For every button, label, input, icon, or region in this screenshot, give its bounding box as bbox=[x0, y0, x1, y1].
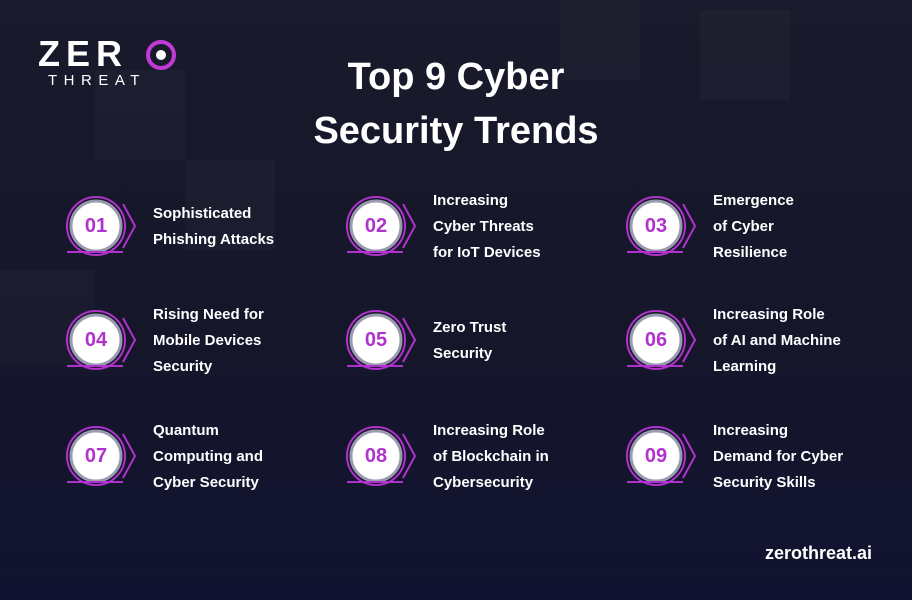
numbered-badge-icon: 08 bbox=[345, 424, 425, 488]
badge-chevron-icon bbox=[626, 310, 697, 370]
trend-label-line: of Blockchain in bbox=[433, 448, 549, 465]
trend-label-line: Security bbox=[153, 358, 213, 375]
numbered-badge-icon: 01 bbox=[65, 194, 145, 258]
trend-label: Increasing Role of Blockchain in Cybersecu… bbox=[433, 412, 613, 502]
trend-label-line: Emergence bbox=[713, 192, 794, 209]
trend-label-line: Security bbox=[433, 345, 493, 362]
trend-item: 03 Emergence of Cyber Resilience bbox=[625, 182, 895, 272]
numbered-badge-icon: 06 bbox=[625, 308, 705, 372]
trend-label-line: Demand for Cyber bbox=[713, 448, 844, 465]
badge-chevron-icon bbox=[346, 196, 417, 256]
trend-label-line: Cyber Security bbox=[153, 474, 259, 491]
trend-label-line: Cyber Threats bbox=[433, 218, 534, 235]
website-url: zerothreat.ai bbox=[764, 543, 872, 563]
trend-label-line: of Cyber bbox=[713, 218, 774, 235]
trend-label-line: Zero Trust bbox=[433, 319, 507, 336]
trend-label-line: Learning bbox=[713, 358, 777, 375]
numbered-badge-icon: 03 bbox=[625, 194, 705, 258]
badge-chevron-icon bbox=[626, 196, 697, 256]
trend-label-line: Computing and bbox=[153, 448, 263, 465]
badge-chevron-icon bbox=[346, 426, 417, 486]
trend-item: 09 Increasing Demand for Cyber Security Ski… bbox=[625, 412, 895, 502]
badge-chevron-icon bbox=[626, 426, 697, 486]
trend-label: Increasing Cyber Threats for IoT Devices bbox=[433, 182, 613, 272]
trend-number: 02 bbox=[364, 215, 388, 237]
trend-number: 05 bbox=[364, 329, 388, 351]
trend-label-line: Resilience bbox=[713, 244, 788, 261]
trend-label-line: of AI and Machine bbox=[713, 332, 841, 349]
numbered-badge-icon: 02 bbox=[345, 194, 425, 258]
trend-number: 04 bbox=[84, 329, 108, 351]
trend-item: 02 Increasing Cyber Threats for IoT Devices bbox=[345, 182, 615, 272]
title-line-2: Security Trends bbox=[313, 110, 599, 152]
trend-label-line: Mobile Devices bbox=[153, 332, 262, 349]
trend-item: 06 Increasing Role of AI and Machine Learni… bbox=[625, 296, 895, 386]
trend-label: Increasing Demand for Cyber Security Skill… bbox=[713, 412, 893, 502]
trend-label-line: Increasing bbox=[713, 422, 789, 439]
trend-item: 05 Zero Trust Security bbox=[345, 296, 615, 386]
trend-label-line: Cybersecurity bbox=[433, 474, 534, 491]
trend-item: 08 Increasing Role of Blockchain in Cyberse… bbox=[345, 412, 615, 502]
trend-item: 01 Sophisticated Phishing Attacks bbox=[65, 182, 335, 272]
trend-label-line: Sophisticated bbox=[153, 205, 252, 222]
title-line-1: Top 9 Cyber bbox=[347, 56, 565, 98]
trend-label-line: Phishing Attacks bbox=[153, 231, 275, 248]
badge-chevron-icon bbox=[346, 310, 417, 370]
logo-wordmark: ZER bbox=[38, 33, 128, 74]
trend-label-line: for IoT Devices bbox=[433, 244, 541, 261]
trend-label: Zero Trust Security bbox=[433, 296, 613, 386]
page-title: Top 9 Cyber Security Trends bbox=[0, 50, 912, 158]
trend-item: 07 Quantum Computing and Cyber Security bbox=[65, 412, 335, 502]
numbered-badge-icon: 09 bbox=[625, 424, 705, 488]
trend-item: 04 Rising Need for Mobile Devices Security bbox=[65, 296, 335, 386]
trend-number: 09 bbox=[644, 445, 668, 467]
trend-label-line: Quantum bbox=[153, 422, 219, 439]
trend-label-line: Rising Need for bbox=[153, 306, 264, 323]
zerothreat-logo: ZER THREAT bbox=[38, 36, 178, 92]
trend-number: 08 bbox=[364, 445, 388, 467]
trend-label: Increasing Role of AI and Machine Learning bbox=[713, 296, 893, 386]
trend-label-line: Increasing bbox=[433, 192, 509, 209]
trend-label: Emergence of Cyber Resilience bbox=[713, 182, 893, 272]
trend-label: Sophisticated Phishing Attacks bbox=[153, 182, 333, 272]
numbered-badge-icon: 04 bbox=[65, 308, 145, 372]
trend-label-line: Increasing Role bbox=[433, 422, 545, 439]
trend-label: Quantum Computing and Cyber Security bbox=[153, 412, 333, 502]
trend-label-line: Increasing Role bbox=[713, 306, 825, 323]
ring-icon bbox=[146, 40, 176, 70]
badge-chevron-icon bbox=[66, 310, 137, 370]
trend-number: 06 bbox=[644, 329, 668, 351]
logo-subtitle: THREAT bbox=[48, 72, 146, 89]
badge-chevron-icon bbox=[66, 426, 137, 486]
numbered-badge-icon: 05 bbox=[345, 308, 425, 372]
trend-number: 01 bbox=[84, 215, 108, 237]
trend-label: Rising Need for Mobile Devices Security bbox=[153, 296, 333, 386]
trend-number: 03 bbox=[644, 215, 668, 237]
trend-number: 07 bbox=[84, 445, 108, 467]
numbered-badge-icon: 07 bbox=[65, 424, 145, 488]
trend-label-line: Security Skills bbox=[713, 474, 816, 491]
badge-chevron-icon bbox=[66, 196, 137, 256]
